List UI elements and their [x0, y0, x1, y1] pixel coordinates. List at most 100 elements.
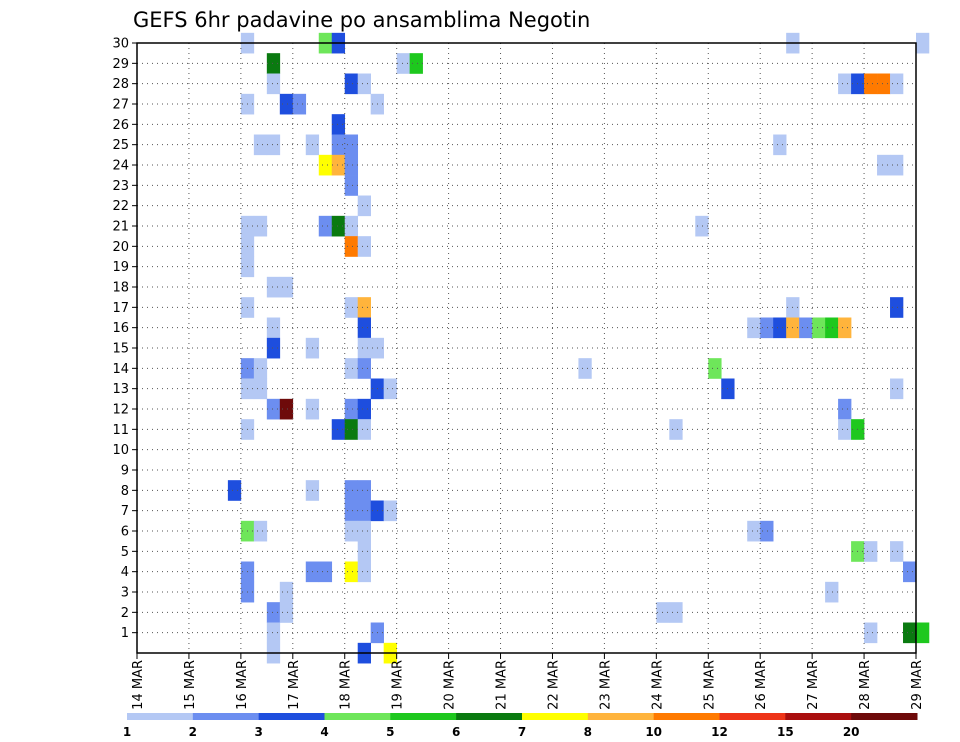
heatmap-cell [253, 358, 268, 379]
heatmap-cell [396, 53, 410, 74]
heatmap-cell [877, 154, 891, 176]
x-tick-label: 14 MAR [131, 660, 146, 710]
heatmap-cell [903, 561, 917, 583]
x-tick-label: 24 MAR [650, 660, 665, 710]
x-tick-label: 18 MAR [339, 660, 354, 710]
heatmap-cell [877, 73, 891, 95]
heatmap-cell [266, 398, 281, 420]
heatmap-cell [266, 134, 281, 156]
y-tick-label: 3 [121, 586, 129, 601]
heatmap-cell [838, 398, 852, 420]
heatmap-cell [266, 602, 281, 623]
x-tick-label: 22 MAR [546, 660, 561, 710]
heatmap-cell [812, 317, 826, 339]
heatmap-cell [266, 337, 281, 359]
y-tick-label: 1 [121, 626, 129, 641]
colorbar-label: 5 [386, 725, 394, 739]
colorbar-swatch [258, 713, 325, 720]
x-tick-label: 17 MAR [287, 660, 302, 710]
y-tick-label: 24 [112, 159, 129, 174]
y-tick-label: 9 [121, 464, 129, 479]
heatmap-cell [279, 581, 294, 603]
y-tick-label: 8 [121, 484, 129, 499]
heatmap-cell [747, 317, 761, 339]
y-tick-label: 14 [112, 362, 129, 377]
y-tick-label: 20 [112, 240, 129, 255]
colorbar-swatch [719, 713, 786, 720]
heatmap-cell [669, 419, 683, 440]
colorbar: 1 2 3 4 5 6 7 8 10 12 15 20 [123, 713, 918, 739]
heatmap-cell [266, 73, 281, 95]
y-tick-label: 13 [112, 382, 129, 397]
colorbar-swatch [785, 713, 852, 720]
heatmap-cell [331, 114, 346, 135]
colorbar-label: 10 [645, 725, 662, 739]
heatmap-cell [864, 73, 878, 95]
y-tick-label: 21 [112, 220, 129, 235]
colorbar-swatch [851, 713, 918, 720]
colorbar-swatch [653, 713, 720, 720]
heatmap-cell [344, 175, 359, 196]
colorbar-swatch [390, 713, 457, 720]
heatmap-cells [227, 32, 930, 664]
heatmap-cell [838, 73, 852, 95]
heatmap-cell [669, 602, 683, 623]
heatmap-cell [357, 520, 371, 542]
x-tick-label: 15 MAR [183, 660, 198, 710]
y-tick-label: 5 [121, 545, 129, 560]
heatmap-cell [357, 297, 371, 318]
y-tick-label: 17 [112, 301, 129, 316]
x-tick-label: 20 MAR [443, 660, 458, 710]
heatmap-cell [864, 622, 878, 644]
heatmap-cell [331, 419, 346, 440]
y-tick-label: 4 [121, 565, 129, 580]
heatmap-cell [344, 73, 359, 95]
y-tick-label: 29 [112, 57, 129, 72]
y-tick-label: 25 [112, 138, 129, 153]
x-tick-label: 28 MAR [858, 660, 873, 710]
heatmap-cell [344, 236, 359, 257]
heatmap-cell [344, 398, 359, 420]
heatmap-cell [318, 154, 333, 176]
heatmap-cell [903, 622, 917, 644]
heatmap-cell [747, 520, 761, 542]
x-tick-label: 27 MAR [806, 660, 821, 710]
heatmap-cell [890, 378, 904, 400]
x-tick-label: 29 MAR [910, 660, 925, 710]
y-tick-label: 19 [112, 260, 129, 275]
heatmap-cell [279, 276, 294, 298]
y-tick-label: 2 [121, 606, 129, 621]
heatmap-cell [357, 317, 371, 339]
x-tick-label: 21 MAR [495, 660, 510, 710]
colorbar-swatch [192, 713, 260, 720]
colorbar-label: 20 [843, 725, 860, 739]
colorbar-label: 8 [584, 725, 592, 739]
y-tick-label: 7 [121, 504, 129, 519]
heatmap-cell [838, 317, 852, 339]
heatmap-cell [253, 134, 268, 156]
heatmap-cell [864, 541, 878, 562]
y-tick-label: 16 [112, 321, 129, 336]
heatmap-cell [890, 73, 904, 95]
x-tick-label: 23 MAR [598, 660, 613, 710]
colorbar-swatch [127, 713, 194, 720]
heatmap-cell [266, 317, 281, 339]
heatmap-cell [357, 337, 371, 359]
colorbar-swatch [522, 713, 589, 720]
heatmap-cell [357, 500, 371, 522]
heatmap-cell [253, 378, 268, 400]
grid-lines [137, 43, 916, 653]
heatmap-cell [357, 419, 371, 440]
heatmap-cell [708, 358, 722, 379]
y-tick-label: 28 [112, 77, 129, 92]
heatmap-cell [357, 541, 371, 562]
y-tick-label: 23 [112, 179, 129, 194]
heatmap-cell [760, 520, 774, 542]
colorbar-label: 7 [518, 725, 526, 739]
y-tick-label: 6 [121, 525, 129, 540]
colorbar-swatch [324, 713, 391, 720]
heatmap-cell [253, 215, 268, 237]
heatmap-cell [344, 215, 359, 237]
heatmap-cell [773, 134, 787, 156]
